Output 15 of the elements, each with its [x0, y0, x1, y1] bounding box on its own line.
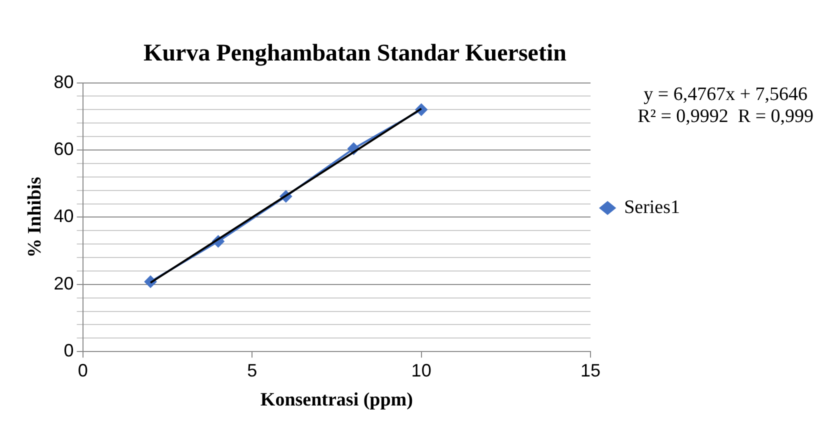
y-tick-label: 20 [54, 273, 74, 294]
y-tick-label: 60 [54, 138, 74, 159]
x-axis-title: Konsentrasi (ppm) [260, 390, 413, 411]
x-tick-label: 15 [580, 360, 601, 380]
text: R² = 0,9992 R = 0,999 [638, 106, 814, 127]
chart-title: Kurva Penghambatan Standar Kuersetin [144, 40, 566, 67]
y-axis-title: % Inhibis [24, 176, 46, 258]
x-tick-label: 0 [78, 360, 88, 380]
legend-label: Series1 [624, 196, 680, 218]
text: y = 6,4767x + 7,5646 [644, 84, 808, 105]
x-tick-label: 10 [411, 360, 432, 380]
y-tick-label: 0 [64, 340, 74, 361]
x-tick-label: 5 [247, 360, 258, 380]
y-tick-label: 40 [54, 206, 74, 226]
y-tick-label: 80 [54, 72, 74, 92]
